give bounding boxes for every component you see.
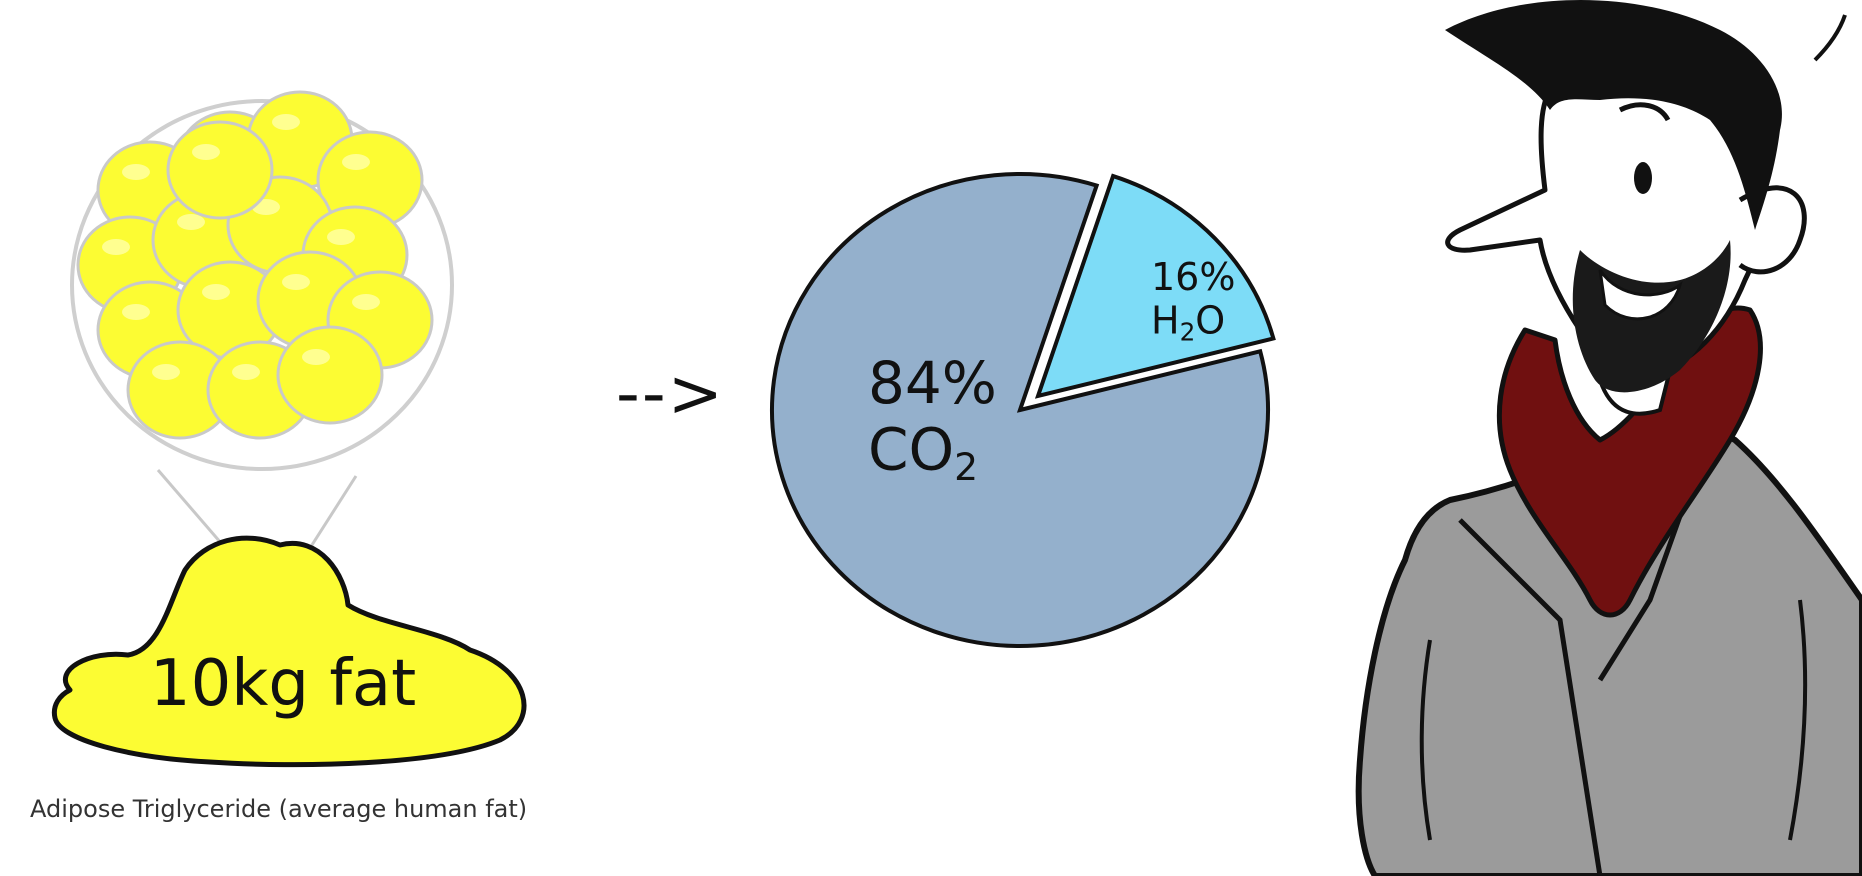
fat-globule-highlight [342, 154, 370, 170]
pie-chart: 16%H2O 84%CO2 [770, 172, 1276, 648]
pie-slice-h2o [1034, 173, 1276, 399]
eye [1634, 162, 1652, 194]
fat-globule-highlight [102, 239, 130, 255]
fat-globule-highlight [192, 144, 220, 160]
coat [1355, 422, 1862, 876]
hair-strand [1813, 14, 1847, 62]
cartoon-man-icon [1355, 0, 1862, 876]
pie-label-co2-formula: CO2 [868, 416, 978, 489]
fat-globule-highlight [302, 349, 330, 365]
pie-label-co2-percent: 84% [868, 349, 997, 417]
fat-globule-highlight [122, 304, 150, 320]
fat-blob: 10kg fat [51, 535, 527, 768]
fat-globule-highlight [272, 114, 300, 130]
eyebrow [1618, 102, 1671, 122]
arm-line-left [1419, 639, 1432, 841]
fat-globule-highlight [282, 274, 310, 290]
pie-label-h2o-formula: H2O [1151, 299, 1225, 347]
arm-line-right [1788, 599, 1808, 841]
fat-blob-shape [51, 535, 527, 768]
arrow-text: --> [616, 355, 725, 432]
fat-globule [166, 120, 274, 220]
caption: Adipose Triglyceride (average human fat) [30, 795, 528, 823]
fat-globule [276, 325, 384, 425]
fat-blob-label: 10kg fat [150, 647, 416, 721]
fat-globule-highlight [152, 364, 180, 380]
hair [1445, 0, 1782, 230]
mouth [1598, 269, 1683, 321]
coat-lapel-line [1458, 518, 1603, 876]
fat-globule-highlight [202, 284, 230, 300]
fat-globule-highlight [327, 229, 355, 245]
fat-globule-highlight [232, 364, 260, 380]
fat-globule-highlight [177, 214, 205, 230]
pie-slice-h2o-group: 16%H2O [1034, 173, 1276, 399]
fat-globule-highlight [352, 294, 380, 310]
fat-globule-highlight [122, 164, 150, 180]
scarf [1496, 305, 1763, 618]
fat-cell-cluster [70, 90, 454, 571]
fat-globules [76, 90, 434, 440]
pie-label-h2o-percent: 16% [1151, 255, 1235, 299]
pie-slice-co2 [770, 172, 1270, 648]
